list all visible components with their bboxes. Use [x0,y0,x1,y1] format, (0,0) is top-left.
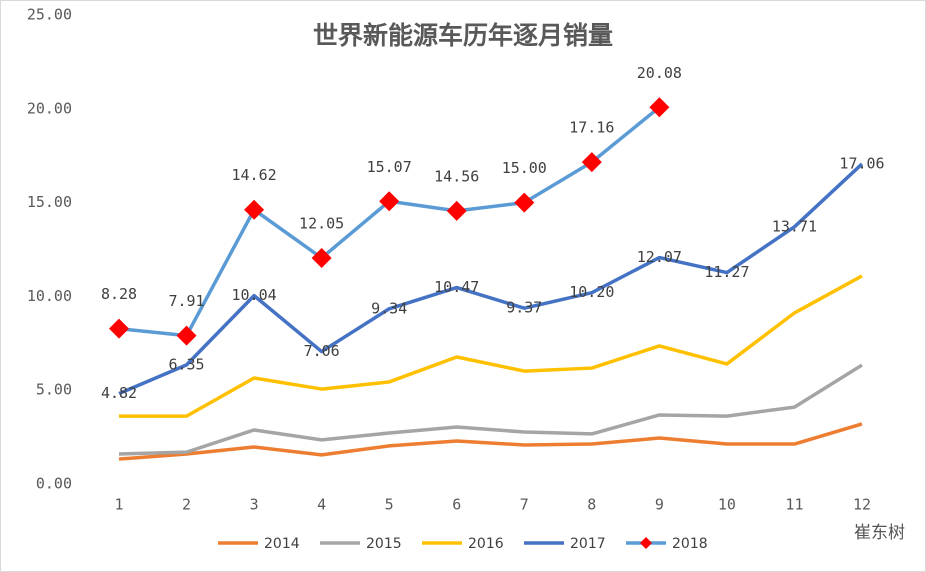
y-tick-label: 10.00 [27,287,72,305]
y-tick-label: 15.00 [27,193,72,211]
data-label: 14.56 [434,167,479,185]
legend-label: 2016 [468,536,504,552]
marker [176,325,197,346]
data-label: 10.47 [434,278,479,296]
data-label: 11.27 [704,263,749,281]
x-tick-label: 1 [114,496,123,514]
data-label: 8.28 [101,285,137,303]
x-tick-label: 12 [853,496,871,514]
x-tick-label: 11 [785,496,803,514]
marker [379,191,400,212]
data-label: 15.00 [502,159,547,177]
legend-label: 2015 [366,536,402,552]
marker [446,200,467,221]
data-label: 13.71 [772,217,817,235]
x-tick-label: 8 [587,496,596,514]
marker [514,192,535,213]
data-label: 10.20 [569,283,614,301]
data-label: 15.07 [367,158,412,176]
legend-label: 2017 [570,536,606,552]
data-label: 4.82 [101,384,137,402]
x-tick-label: 10 [718,496,736,514]
data-label: 7.91 [168,292,204,310]
marker [311,247,332,268]
x-tick-label: 9 [655,496,664,514]
data-label: 17.06 [839,154,884,172]
data-label: 17.16 [569,119,614,137]
data-label: 12.05 [299,214,344,232]
legend-marker [640,537,652,549]
data-label: 12.07 [637,248,682,266]
data-label: 14.62 [232,166,277,184]
x-tick-label: 7 [520,496,529,514]
x-tick-label: 5 [385,496,394,514]
series-line [118,363,863,456]
data-label: 20.08 [637,64,682,82]
chart-title: 世界新能源车历年逐月销量 [313,21,613,50]
y-tick-label: 5.00 [36,381,72,399]
legend-label: 2014 [264,536,300,552]
legend-label: 2018 [672,536,708,552]
watermark: 崔东树 [854,523,905,543]
x-tick-label: 4 [317,496,326,514]
x-tick-label: 3 [250,496,259,514]
data-label: 9.34 [371,299,407,317]
data-label: 6.35 [168,355,204,373]
y-tick-label: 20.00 [27,99,72,117]
x-tick-label: 2 [182,496,191,514]
marker [581,152,602,173]
series-line [118,422,863,461]
marker [244,199,265,220]
y-tick-label: 0.00 [36,475,72,493]
y-tick-label: 25.00 [27,6,72,24]
data-label: 9.37 [506,299,542,317]
series-line [118,162,864,396]
marker [649,97,670,118]
marker [109,318,129,339]
x-tick-label: 6 [452,496,461,514]
data-label: 10.04 [232,286,277,304]
data-label: 7.06 [304,342,340,360]
series-line [119,274,863,418]
